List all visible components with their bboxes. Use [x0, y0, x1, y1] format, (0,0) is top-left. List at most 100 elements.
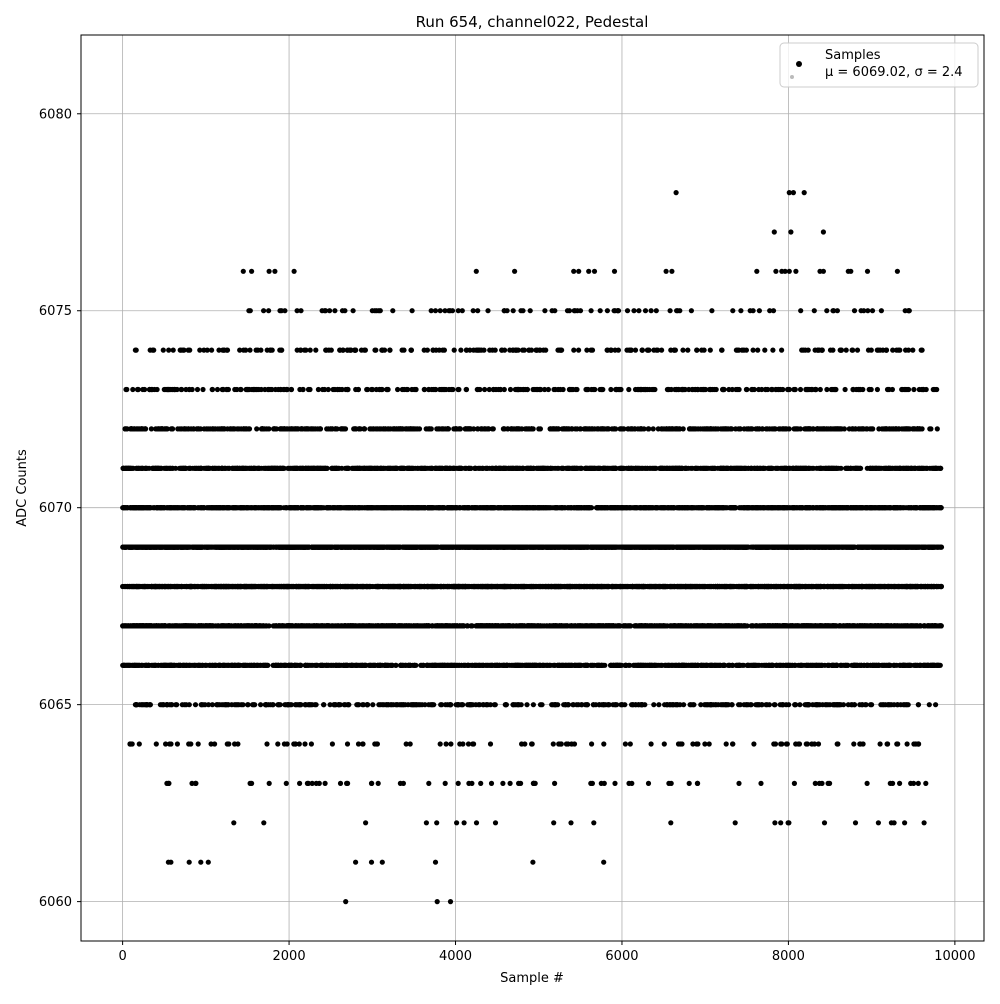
data-point — [223, 702, 228, 707]
data-point — [355, 702, 360, 707]
data-point — [301, 623, 306, 628]
data-point — [336, 702, 341, 707]
data-point — [252, 702, 257, 707]
data-point — [585, 702, 590, 707]
data-point — [905, 663, 910, 668]
data-point — [433, 860, 438, 865]
data-point — [773, 623, 778, 628]
data-point — [382, 663, 387, 668]
data-point — [452, 663, 457, 668]
data-point — [798, 663, 803, 668]
data-point — [343, 899, 348, 904]
data-point — [375, 623, 380, 628]
data-point — [524, 702, 529, 707]
data-point — [744, 702, 749, 707]
data-point — [916, 702, 921, 707]
data-point — [793, 741, 798, 746]
data-point — [726, 663, 731, 668]
data-point — [888, 781, 893, 786]
data-point — [314, 702, 319, 707]
data-point — [231, 820, 236, 825]
data-point — [568, 820, 573, 825]
data-point — [142, 702, 147, 707]
data-point — [936, 663, 941, 668]
data-point — [646, 781, 651, 786]
data-point — [369, 663, 374, 668]
data-point — [248, 781, 253, 786]
data-point — [246, 623, 251, 628]
data-point — [338, 781, 343, 786]
data-point — [566, 741, 571, 746]
data-point — [390, 663, 395, 668]
data-point — [713, 663, 718, 668]
data-point — [629, 781, 634, 786]
data-point — [733, 820, 738, 825]
data-point — [285, 741, 290, 746]
data-point — [394, 702, 399, 707]
data-point — [455, 623, 460, 628]
data-point — [786, 702, 791, 707]
data-point — [531, 702, 536, 707]
data-point — [589, 623, 594, 628]
data-point — [188, 741, 193, 746]
data-point — [163, 741, 168, 746]
data-point — [611, 702, 616, 707]
data-point — [146, 663, 151, 668]
data-point — [236, 663, 241, 668]
data-point — [625, 623, 630, 628]
data-point — [742, 623, 747, 628]
data-point — [897, 781, 902, 786]
data-point — [613, 623, 618, 628]
data-point — [565, 663, 570, 668]
data-point — [193, 702, 198, 707]
data-point — [707, 741, 712, 746]
data-point — [329, 663, 334, 668]
data-point — [887, 702, 892, 707]
data-point — [253, 623, 258, 628]
data-point — [233, 702, 238, 707]
data-point — [305, 781, 310, 786]
data-point — [902, 820, 907, 825]
data-point — [724, 741, 729, 746]
data-point — [670, 663, 675, 668]
data-point — [666, 781, 671, 786]
data-point — [438, 741, 443, 746]
data-point — [245, 702, 250, 707]
data-point — [572, 663, 577, 668]
data-point — [784, 741, 789, 746]
data-point — [278, 623, 283, 628]
data-point — [414, 702, 419, 707]
data-point — [900, 623, 905, 628]
data-point — [730, 702, 735, 707]
data-point — [772, 820, 777, 825]
data-point — [827, 781, 832, 786]
data-point — [305, 663, 310, 668]
data-point — [488, 741, 493, 746]
data-point — [601, 860, 606, 865]
data-point — [855, 623, 860, 628]
data-point — [342, 623, 347, 628]
data-point — [867, 623, 872, 628]
data-point — [422, 702, 427, 707]
data-point — [719, 623, 724, 628]
data-point — [708, 702, 713, 707]
data-point — [826, 663, 831, 668]
data-point — [922, 820, 927, 825]
data-point — [885, 741, 890, 746]
data-point — [407, 623, 412, 628]
data-point — [927, 702, 932, 707]
data-point — [784, 663, 789, 668]
data-point — [623, 663, 628, 668]
data-point — [918, 663, 923, 668]
data-point — [476, 702, 481, 707]
data-point — [817, 781, 822, 786]
data-point — [324, 663, 329, 668]
data-point — [870, 663, 875, 668]
data-point — [251, 663, 256, 668]
data-point — [282, 702, 287, 707]
data-point — [490, 623, 495, 628]
data-point — [435, 623, 440, 628]
data-point — [348, 623, 353, 628]
